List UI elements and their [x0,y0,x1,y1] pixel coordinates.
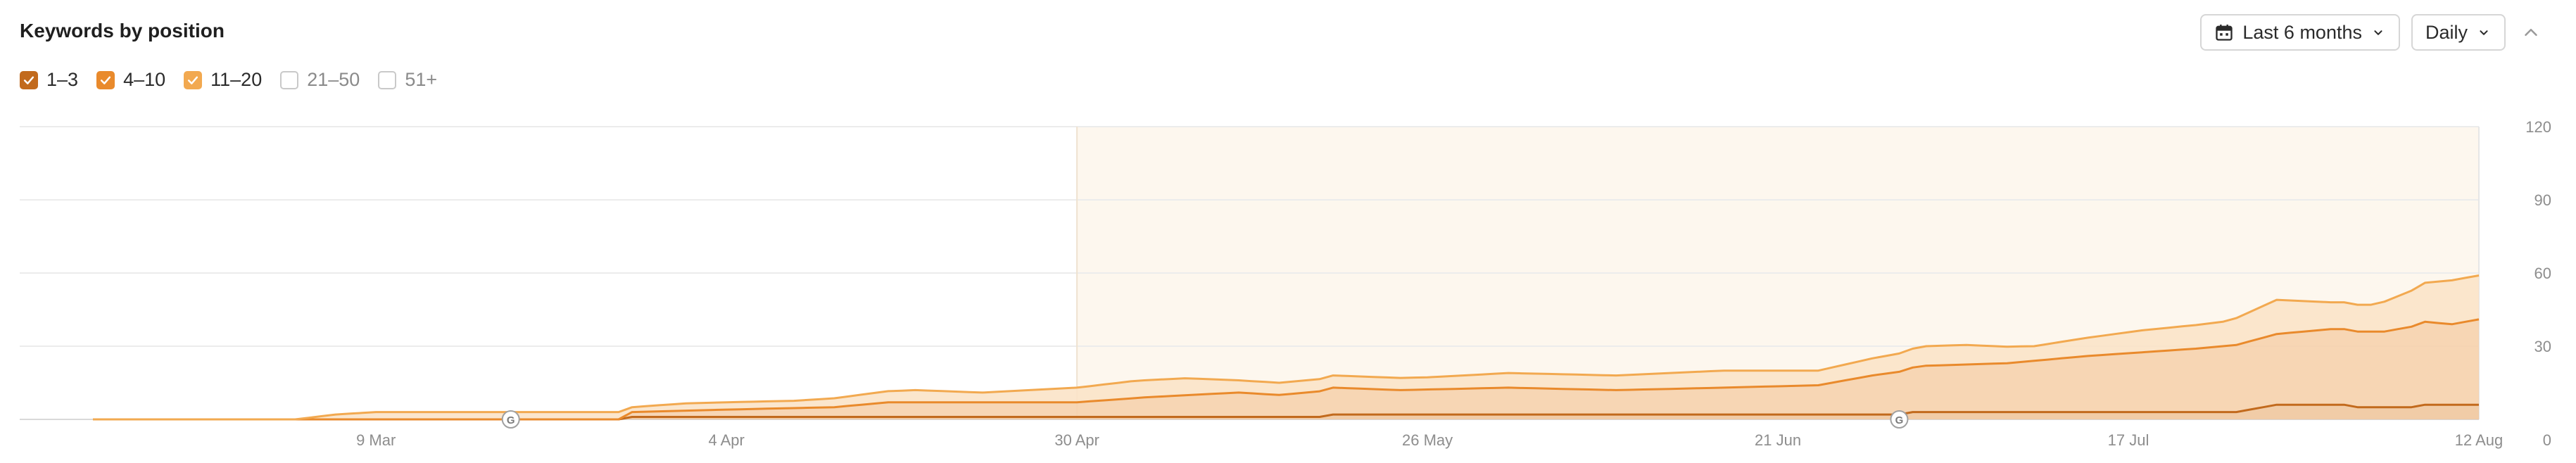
series-area-1–3 [93,405,2479,419]
y-tick-label: 30 [2534,338,2551,355]
legend-checkbox[interactable] [96,70,115,89]
x-tick-label: 4 Apr [708,431,744,449]
legend-item-4-10[interactable]: 4–10 [96,69,165,91]
chevron-down-icon [2374,30,2382,35]
legend-item-11-20[interactable]: 11–20 [184,69,262,91]
chart-controls: Last 6 months Daily [2200,14,2545,51]
granularity-label: Daily [2425,21,2468,43]
legend-label: 4–10 [123,69,166,90]
x-tick-label: 17 Jul [2108,431,2149,449]
series-line-11–20 [93,274,2480,421]
granularity-dropdown[interactable]: Daily [2411,14,2506,51]
x-tick-label: 30 Apr [1054,431,1099,449]
x-tick-label: 21 Jun [1755,431,1801,449]
legend-label: 21–50 [307,69,360,90]
chart-legend: 1–3 4–10 11–20 21–50 51+ [20,69,437,91]
x-tick-label: 12 Aug [2455,431,2504,449]
google-update-icon [1890,410,1909,429]
check-icon [23,76,34,84]
legend-item-1-3[interactable]: 1–3 [20,69,78,91]
legend-label: 1–3 [46,69,79,90]
check-icon [100,76,111,84]
y-tick-label: 0 [2543,431,2551,449]
collapse-button[interactable] [2517,18,2545,46]
chevron-up-icon [2525,29,2537,36]
date-range-label: Last 6 months [2242,21,2362,43]
legend-label: 11–20 [210,69,263,90]
legend-checkbox[interactable] [20,70,38,89]
google-update-label: G [507,414,515,426]
check-icon [188,76,198,84]
calendar-icon [2216,24,2233,41]
legend-checkbox[interactable] [184,70,203,89]
x-tick-label: 26 May [1402,431,1453,449]
google-update-label: G [1895,414,1904,426]
legend-checkbox[interactable] [378,70,397,89]
y-tick-label: 120 [2525,118,2551,136]
series-area-4–10 [93,319,2479,419]
x-tick-label: 9 Mar [356,431,396,449]
y-tick-label: 90 [2534,191,2551,209]
legend-label: 51+ [405,69,438,90]
google-update-icon [501,410,520,429]
series-line-4–10 [93,318,2480,421]
widget-title: Keywords by position [20,20,225,42]
legend-checkbox[interactable] [280,70,299,89]
y-tick-label: 60 [2534,265,2551,282]
chevron-down-icon [2480,30,2488,35]
legend-item-51-plus[interactable]: 51+ [378,69,437,91]
date-range-dropdown[interactable]: Last 6 months [2200,14,2400,51]
legend-item-21-50[interactable]: 21–50 [280,69,360,91]
